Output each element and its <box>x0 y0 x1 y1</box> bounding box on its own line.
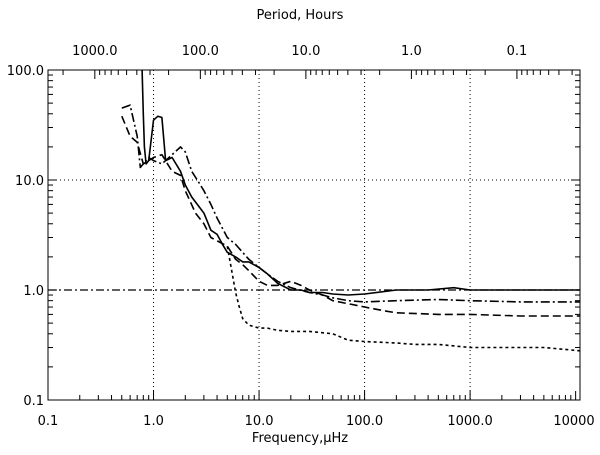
x-tick-label: 1000.0 <box>447 414 493 429</box>
ticks <box>47 69 580 401</box>
y-tick-label: 0.1 <box>23 394 44 409</box>
x2-tick-label: 1.0 <box>401 44 422 59</box>
x-axis-title: Frequency,μHz <box>252 431 348 446</box>
x-tick-label: 0.1 <box>38 414 59 429</box>
plot-frame <box>47 69 581 401</box>
top-axis-title: Period, Hours <box>257 8 344 23</box>
x-tick-label: 1.0 <box>143 414 164 429</box>
x2-tick-label: 1000.0 <box>72 44 118 59</box>
x-tick-label: 100.0 <box>346 414 383 429</box>
x2-tick-label: 0.1 <box>507 44 528 59</box>
series-group <box>121 69 581 352</box>
x2-tick-label: 10.0 <box>291 44 320 59</box>
x-tick-label: 10000 <box>553 414 594 429</box>
series-line-dash-dot <box>121 104 580 303</box>
series-line-dotted <box>226 246 581 352</box>
tick-labels: 0.1 1.0 10.0 100.0 1000.0 10000 0.1 1.0 10.0 100.… <box>7 44 595 429</box>
y-tick-label: 100.0 <box>7 64 44 79</box>
series-line-solid <box>141 69 580 296</box>
x2-tick-label: 100.0 <box>182 44 219 59</box>
y-tick-label: 1.0 <box>23 284 44 299</box>
y-tick-label: 10.0 <box>15 174 44 189</box>
series-line-dashed <box>121 115 580 317</box>
grid <box>48 70 580 400</box>
x-tick-label: 10.0 <box>245 414 274 429</box>
